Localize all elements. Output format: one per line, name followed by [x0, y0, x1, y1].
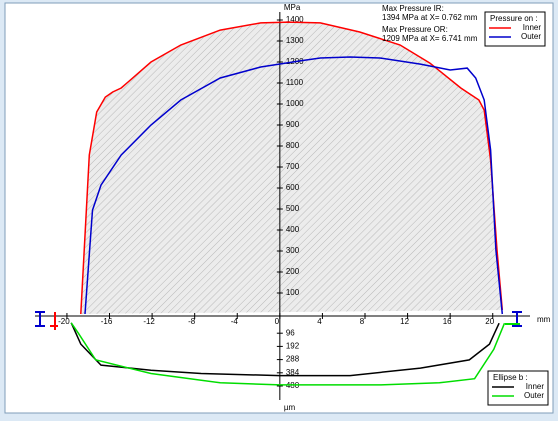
annotation: 1394 MPa at X= 0.762 mm [382, 13, 478, 22]
x-tick-label: -12 [143, 317, 155, 326]
legend-title: Ellipse b : [493, 373, 528, 382]
y-tick-label: 288 [286, 355, 300, 364]
legend-label: Inner [526, 382, 545, 391]
legend-title: Pressure on : [490, 14, 538, 23]
y-tick-label: 300 [286, 246, 300, 255]
x-tick-label: 16 [443, 317, 452, 326]
legend-label: Inner [523, 23, 542, 32]
x-tick-label: -8 [188, 317, 196, 326]
y-tick-label: 96 [286, 328, 295, 337]
y-tick-label: 600 [286, 183, 300, 192]
hatch-area [80, 22, 503, 314]
y-tick-label: 1100 [286, 78, 304, 87]
legend-label: Outer [524, 391, 544, 400]
legend-box [484, 11, 546, 47]
y-tick-label: 1300 [286, 36, 304, 45]
y-axis-label: MPa [284, 3, 301, 12]
y-tick-label: 1400 [286, 15, 304, 24]
legend-box [487, 370, 549, 406]
y-axis-label: µm [284, 403, 296, 412]
annotation: Max Pressure OR: [382, 25, 448, 34]
axis-end-left-red [50, 312, 58, 330]
x-tick-label: -4 [231, 317, 239, 326]
x-tick-label: -16 [101, 317, 113, 326]
y-tick-label: 700 [286, 162, 300, 171]
y-tick-label: 500 [286, 204, 300, 213]
annotation: Max Pressure IR: [382, 4, 444, 13]
y-tick-label: 800 [286, 141, 300, 150]
y-tick-label: 384 [286, 368, 300, 377]
y-tick-label: 192 [286, 342, 300, 351]
legend-label: Outer [521, 32, 541, 41]
data-line [84, 56, 504, 315]
y-tick-label: 200 [286, 267, 300, 276]
axis-end-left [35, 311, 45, 327]
data-line [80, 21, 504, 315]
y-tick-label: 400 [286, 225, 300, 234]
x-tick-label: -20 [58, 317, 70, 326]
y-tick-label: 900 [286, 120, 300, 129]
annotation: 1209 MPa at X= 6.741 mm [382, 34, 478, 43]
x-axis-label: mm [537, 315, 551, 324]
x-tick-label: 4 [317, 317, 322, 326]
data-line [70, 322, 506, 386]
y-tick-label: 1000 [286, 99, 304, 108]
x-tick-label: 20 [485, 317, 494, 326]
x-tick-label: 8 [360, 317, 365, 326]
x-tick-label: 0 [275, 317, 280, 326]
y-tick-label: 100 [286, 288, 300, 297]
x-tick-label: 12 [400, 317, 409, 326]
